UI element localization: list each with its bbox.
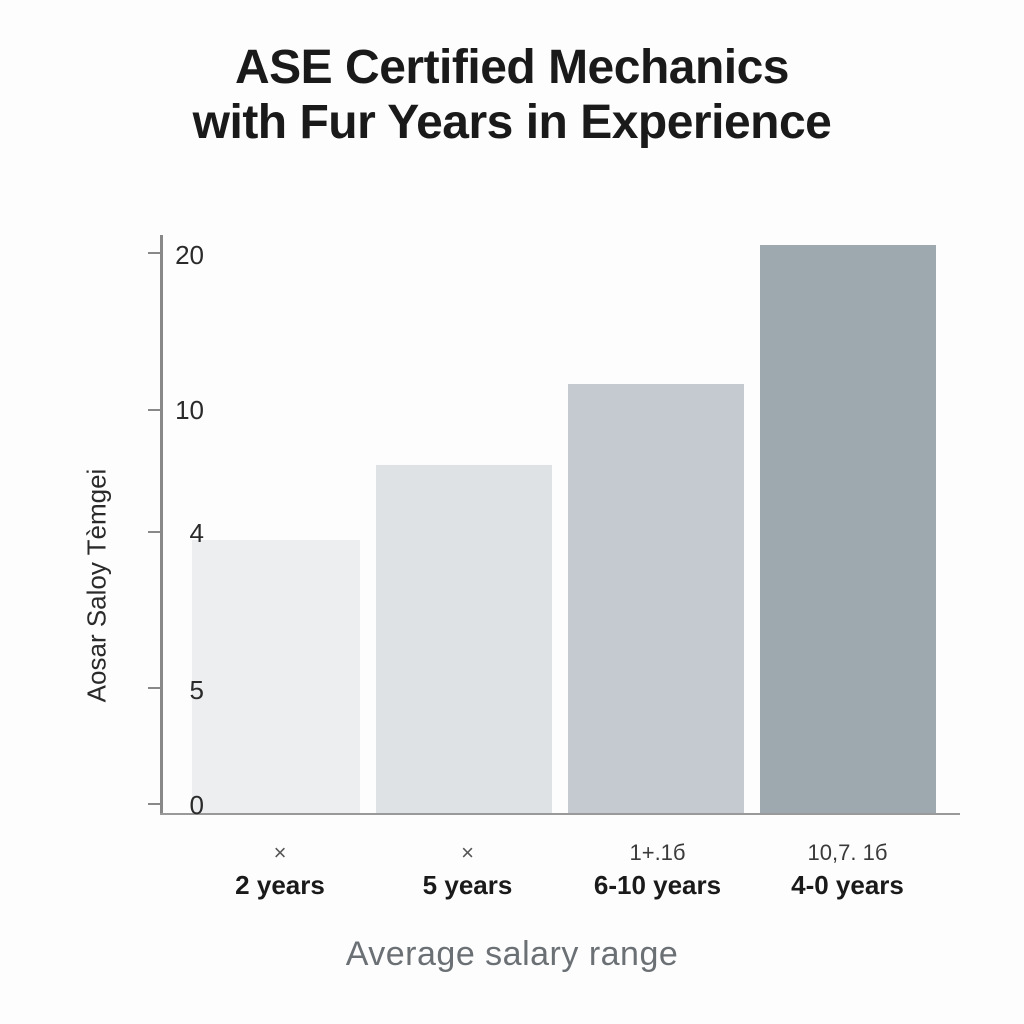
y-tick-label: 10 xyxy=(144,395,204,426)
x-axis-title: Average salary range xyxy=(0,935,1024,974)
x-marker: × xyxy=(195,840,365,866)
y-tick-label: 0 xyxy=(144,790,204,821)
y-tick-label: 4 xyxy=(144,518,204,549)
x-label-bottom: 6-10 years xyxy=(570,870,745,901)
x-marker: × xyxy=(380,840,555,866)
plot-area xyxy=(160,235,960,815)
x-label-bottom: 4-0 years xyxy=(760,870,935,901)
title-line-1: ASE Certified Mechanics xyxy=(235,41,789,94)
x-label-bottom: 2 years xyxy=(195,870,365,901)
x-axis xyxy=(160,813,960,815)
bar-2-years xyxy=(192,540,360,813)
title-line-2: with Fur Years in Experience xyxy=(193,96,832,149)
bar-6-10-years xyxy=(568,384,744,813)
x-label-top: 10,7. 1б xyxy=(760,840,935,866)
bar-5-years xyxy=(376,465,552,813)
y-tick-label: 5 xyxy=(144,675,204,706)
x-label-top: 1+.1б xyxy=(570,840,745,866)
y-tick-label: 20 xyxy=(144,240,204,271)
chart-title: ASE Certified Mechanics with Fur Years i… xyxy=(0,40,1024,150)
y-axis-title: Aosar Saloy Tèmgei xyxy=(81,469,112,703)
salary-bar-chart: ASE Certified Mechanics with Fur Years i… xyxy=(0,0,1024,1024)
x-label-bottom: 5 years xyxy=(380,870,555,901)
bar-4-0-years xyxy=(760,245,936,813)
